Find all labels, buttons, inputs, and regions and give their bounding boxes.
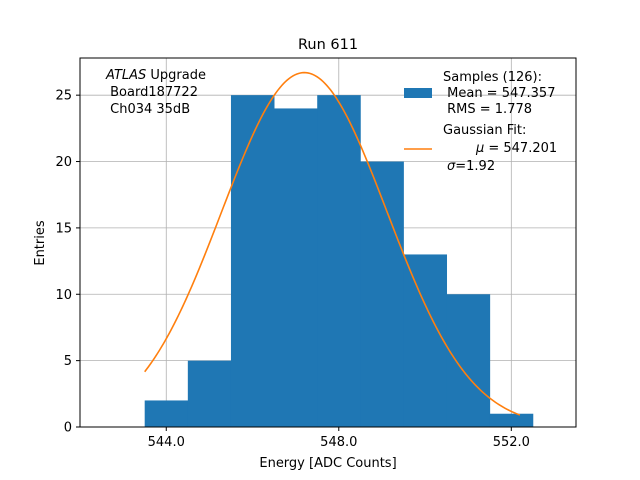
x-tick-label-1: 548.0	[320, 435, 357, 450]
y-tick-label-2: 10	[55, 288, 72, 303]
mu-symbol: μ	[475, 141, 484, 156]
y-tick-label-4: 20	[55, 155, 72, 170]
atlas-annotation-line3: Ch034 35dB	[106, 102, 190, 117]
histogram-bar-3	[274, 108, 318, 428]
sigma-symbol: σ	[447, 159, 456, 174]
atlas-annotation-line1: ATLAS Upgrade	[105, 68, 206, 83]
legend-samples-line3: RMS = 1.778	[443, 102, 532, 117]
histogram-bar-1	[187, 360, 232, 427]
y-axis-label: Entries	[33, 220, 48, 266]
gaussian-fit-curve	[144, 71, 521, 416]
legend-samples-line2: Mean = 547.357	[443, 86, 555, 101]
histogram-bar-4	[317, 95, 361, 427]
x-axis-label: Energy [ADC Counts]	[259, 456, 396, 471]
plot-frame	[79, 57, 577, 428]
chart-title: Run 611	[298, 37, 358, 53]
y-tick-label-5: 25	[55, 89, 72, 104]
histogram-bar-2	[230, 95, 275, 427]
y-axis-ticks: 0 5 10 15 20 25	[55, 89, 80, 436]
legend-fit-line2: μ = 547.201	[443, 141, 578, 156]
histogram-bars	[144, 95, 534, 428]
histogram-bar-7	[446, 294, 491, 427]
atlas-italic: ATLAS	[105, 68, 146, 83]
legend-fit-mean: = 547.201	[484, 141, 557, 156]
legend-fit-line3: σ=1.92	[447, 159, 495, 174]
histogram-bar-5	[360, 161, 404, 427]
legend-fit-sigma: =1.92	[455, 159, 495, 174]
atlas-annotation-line2: Board187722	[106, 85, 198, 100]
histogram-bar-6	[403, 254, 448, 427]
y-tick-label-0: 0	[64, 421, 72, 436]
x-tick-label-2: 552.0	[493, 435, 530, 450]
histogram-bar-0	[144, 400, 189, 427]
atlas-upgrade: Upgrade	[146, 68, 206, 83]
legend: Samples (126): Mean = 547.357 RMS = 1.77…	[404, 70, 578, 174]
y-tick-label-1: 5	[64, 354, 72, 369]
histogram-bar-8	[489, 413, 534, 427]
legend-samples-line1: Samples (126):	[443, 70, 542, 85]
x-tick-label-0: 544.0	[148, 435, 185, 450]
legend-samples-swatch	[404, 88, 432, 98]
x-axis-ticks: 544.0 548.0 552.0	[148, 427, 530, 450]
legend-fit-line1: Gaussian Fit:	[443, 123, 526, 138]
y-tick-label-3: 15	[55, 221, 72, 236]
